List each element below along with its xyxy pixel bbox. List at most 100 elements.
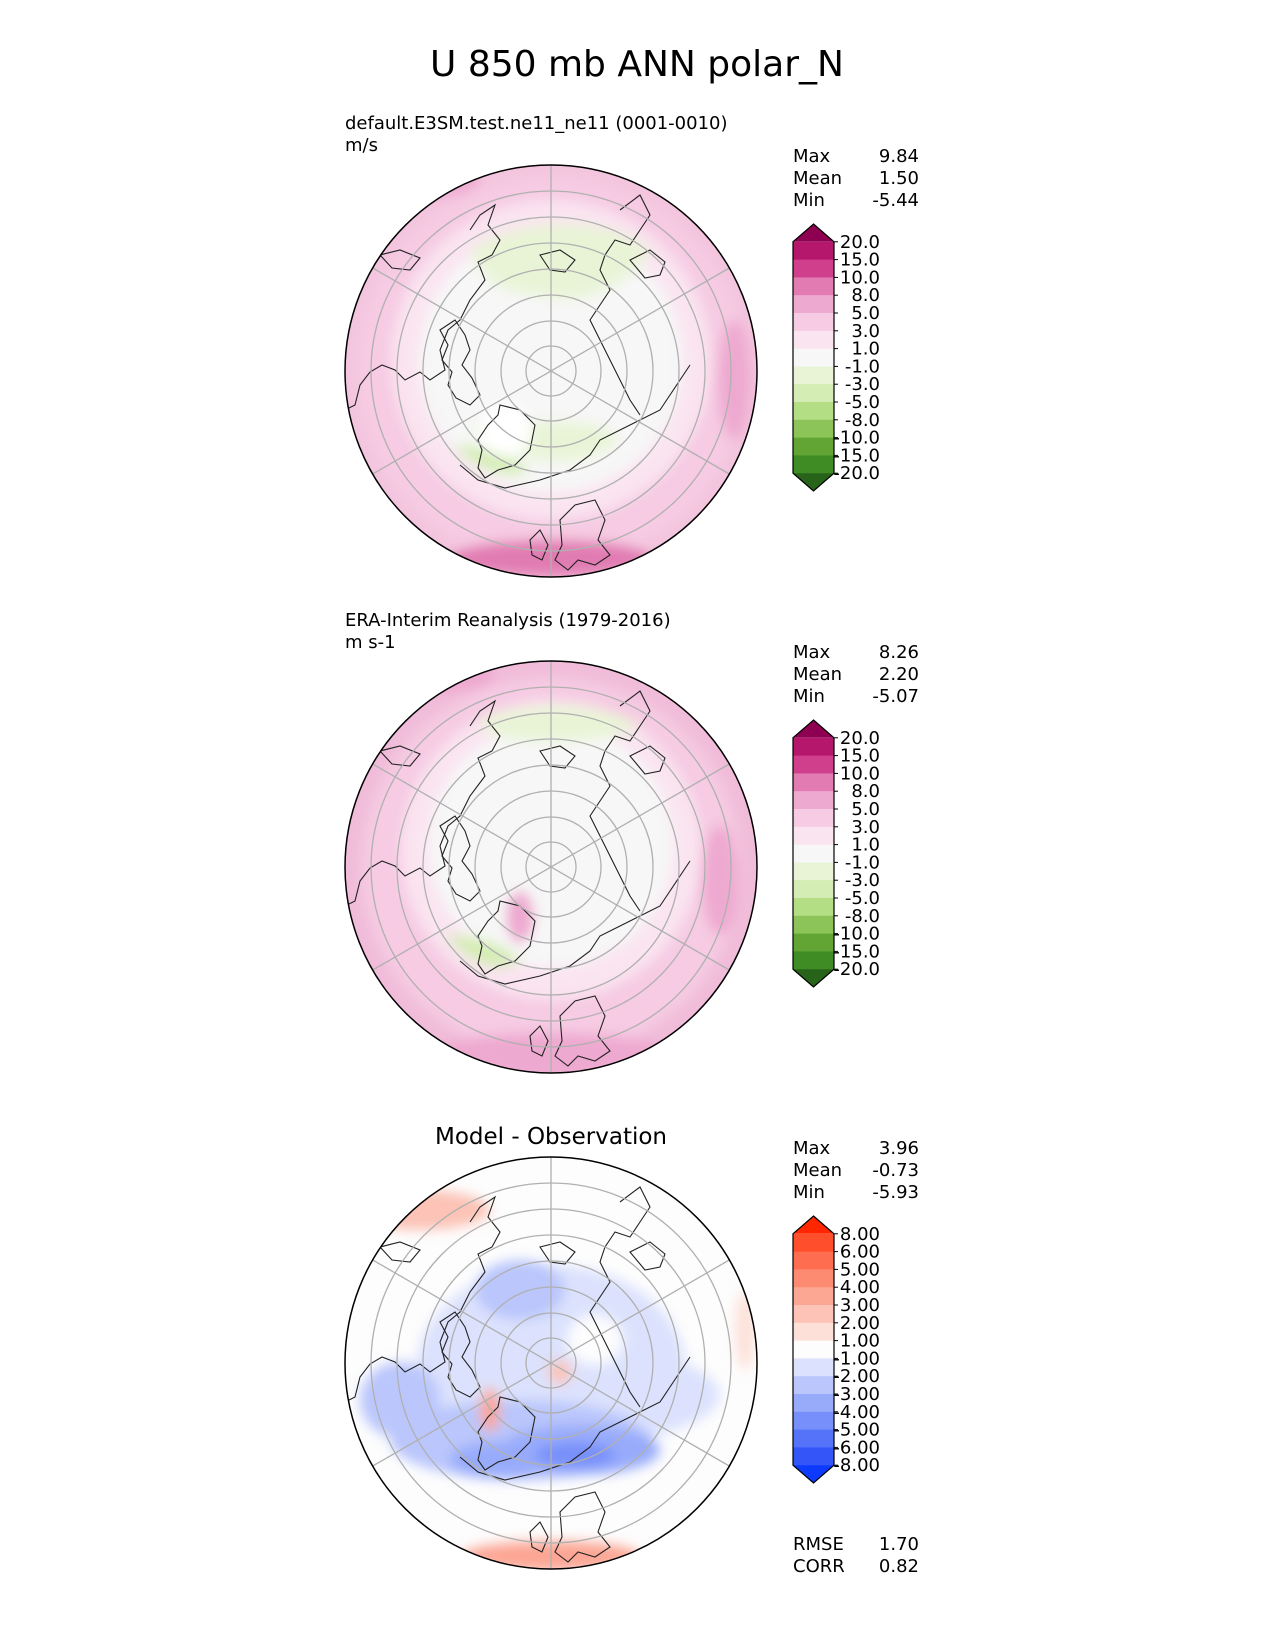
rmse-value: 1.70 — [879, 1534, 919, 1555]
panel-obs-units: m s-1 — [345, 632, 396, 653]
colorbar-tick-label: -20.0 — [833, 959, 880, 980]
colorbar-tick-label: 6.00 — [840, 1242, 880, 1263]
colorbar-extend-min — [793, 1465, 834, 1483]
contour-band — [475, 1260, 565, 1320]
colorbar-tick-label: -8.0 — [845, 410, 880, 431]
stat-max-label: Max — [793, 146, 831, 167]
colorbar-tick-label: -2.00 — [833, 1366, 880, 1387]
graticule — [370, 165, 732, 577]
stat-mean-value: 2.20 — [879, 664, 919, 685]
colorbar-tick-label: 3.0 — [851, 321, 880, 342]
colorbar-extend-min — [793, 969, 834, 987]
colorbar-segment — [793, 366, 834, 385]
colorbar-tick-label: 1.0 — [851, 835, 880, 856]
colorbar-tick-label: -6.00 — [833, 1437, 880, 1458]
colorbar-tick-label: -20.0 — [833, 463, 880, 484]
colorbar-segment — [793, 737, 834, 756]
stat-max-value: 3.96 — [879, 1138, 919, 1159]
colorbar-tick-label: 10.0 — [840, 267, 880, 288]
panel-observation: ERA-Interim Reanalysis (1979-2016) m s-1 — [344, 610, 919, 1074]
stat-max-label: Max — [793, 1138, 831, 1159]
colorbar-segment — [793, 402, 834, 421]
colorbar-extend-max — [793, 1216, 834, 1234]
colorbar-segment — [793, 862, 834, 881]
colorbar-segment — [793, 773, 834, 792]
colorbar-segment — [793, 241, 834, 260]
graticule — [370, 1157, 732, 1569]
colorbar-extend-max — [793, 720, 834, 738]
panel-model-units: m/s — [345, 135, 378, 156]
colorbar-tick-label: -4.00 — [833, 1402, 880, 1423]
colorbar-tick-label: -5.0 — [845, 392, 880, 413]
colorbar-tick-label: -15.0 — [833, 941, 880, 962]
stat-min-value: -5.07 — [872, 686, 919, 707]
colorbar-segment — [793, 277, 834, 296]
figure-title: U 850 mb ANN polar_N — [430, 44, 844, 85]
colorbar-tick-label: 8.00 — [840, 1224, 880, 1245]
colorbar-segment — [793, 951, 834, 970]
colorbar-tick-label: 4.00 — [840, 1277, 880, 1298]
colorbar-segment — [793, 1305, 834, 1324]
colorbar-tick-label: -15.0 — [833, 445, 880, 466]
colorbar-tick-label: -5.0 — [845, 888, 880, 909]
colorbar-segment — [793, 1340, 834, 1359]
panel-model-title: default.E3SM.test.ne11_ne11 (0001-0010) — [345, 113, 728, 134]
colorbar: 8.006.005.004.003.002.001.00-1.00-2.00-3… — [792, 1215, 880, 1484]
colorbar-tick-label: 3.0 — [851, 817, 880, 838]
colorbar-tick-label: 8.0 — [851, 285, 880, 306]
colorbar-tick-label: 20.0 — [840, 232, 880, 253]
colorbar-segment — [793, 455, 834, 474]
colorbar-segment — [793, 844, 834, 863]
colorbar-segment — [793, 1447, 834, 1466]
colorbar-tick-label: 2.00 — [840, 1313, 880, 1334]
colorbar-segment — [793, 419, 834, 438]
stat-mean-label: Mean — [793, 664, 842, 685]
colorbar-segment — [793, 295, 834, 314]
panel-obs-map — [345, 661, 757, 1073]
stat-mean-value: -0.73 — [872, 1160, 919, 1181]
panel-model: default.E3SM.test.ne11_ne11 (0001-0010) … — [344, 113, 919, 578]
colorbar-tick-label: -3.00 — [833, 1384, 880, 1405]
colorbar-segment — [793, 1394, 834, 1413]
colorbar-segment — [793, 791, 834, 810]
colorbar-segment — [793, 915, 834, 934]
colorbar: 20.015.010.08.05.03.01.0-1.0-3.0-5.0-8.0… — [792, 719, 880, 988]
colorbar: 20.015.010.08.05.03.01.0-1.0-3.0-5.0-8.0… — [792, 223, 880, 492]
graticule — [370, 661, 732, 1073]
stat-max-value: 8.26 — [879, 642, 919, 663]
rmse-label: RMSE — [793, 1534, 844, 1555]
colorbar-segment — [793, 1322, 834, 1341]
colorbar-tick-label: 5.0 — [851, 303, 880, 324]
colorbar-extend-min — [793, 473, 834, 491]
colorbar-tick-label: 15.0 — [840, 746, 880, 767]
colorbar-segment — [793, 809, 834, 828]
contour-band — [702, 825, 738, 935]
colorbar-tick-label: -1.0 — [845, 852, 880, 873]
contour-band — [350, 1190, 490, 1230]
map-boundary — [344, 660, 758, 1074]
stat-min-label: Min — [793, 686, 825, 707]
colorbar-tick-label: 20.0 — [840, 728, 880, 749]
contour-band — [735, 1290, 755, 1370]
contour-band — [535, 1443, 615, 1467]
map-boundary — [344, 1156, 758, 1570]
colorbar-segment — [793, 437, 834, 456]
contour-band — [360, 166, 480, 198]
contour-band — [479, 404, 531, 456]
colorbar-segment — [793, 1358, 834, 1377]
stat-mean-label: Mean — [793, 1160, 842, 1181]
colorbar-tick-label: 1.00 — [840, 1331, 880, 1352]
colorbar-tick-label: -1.00 — [833, 1348, 880, 1369]
panel-model-map — [345, 165, 757, 577]
panel-diff-title: Model - Observation — [435, 1124, 667, 1150]
colorbar-tick-label: -10.0 — [833, 428, 880, 449]
colorbar-segment — [793, 898, 834, 917]
colorbar-segment — [793, 330, 834, 349]
stat-min-value: -5.93 — [872, 1182, 919, 1203]
colorbar-segment — [793, 1411, 834, 1430]
stat-max-value: 9.84 — [879, 146, 919, 167]
coastlines — [345, 194, 691, 571]
colorbar-tick-label: 15.0 — [840, 250, 880, 271]
colorbar-tick-label: 5.00 — [840, 1259, 880, 1280]
